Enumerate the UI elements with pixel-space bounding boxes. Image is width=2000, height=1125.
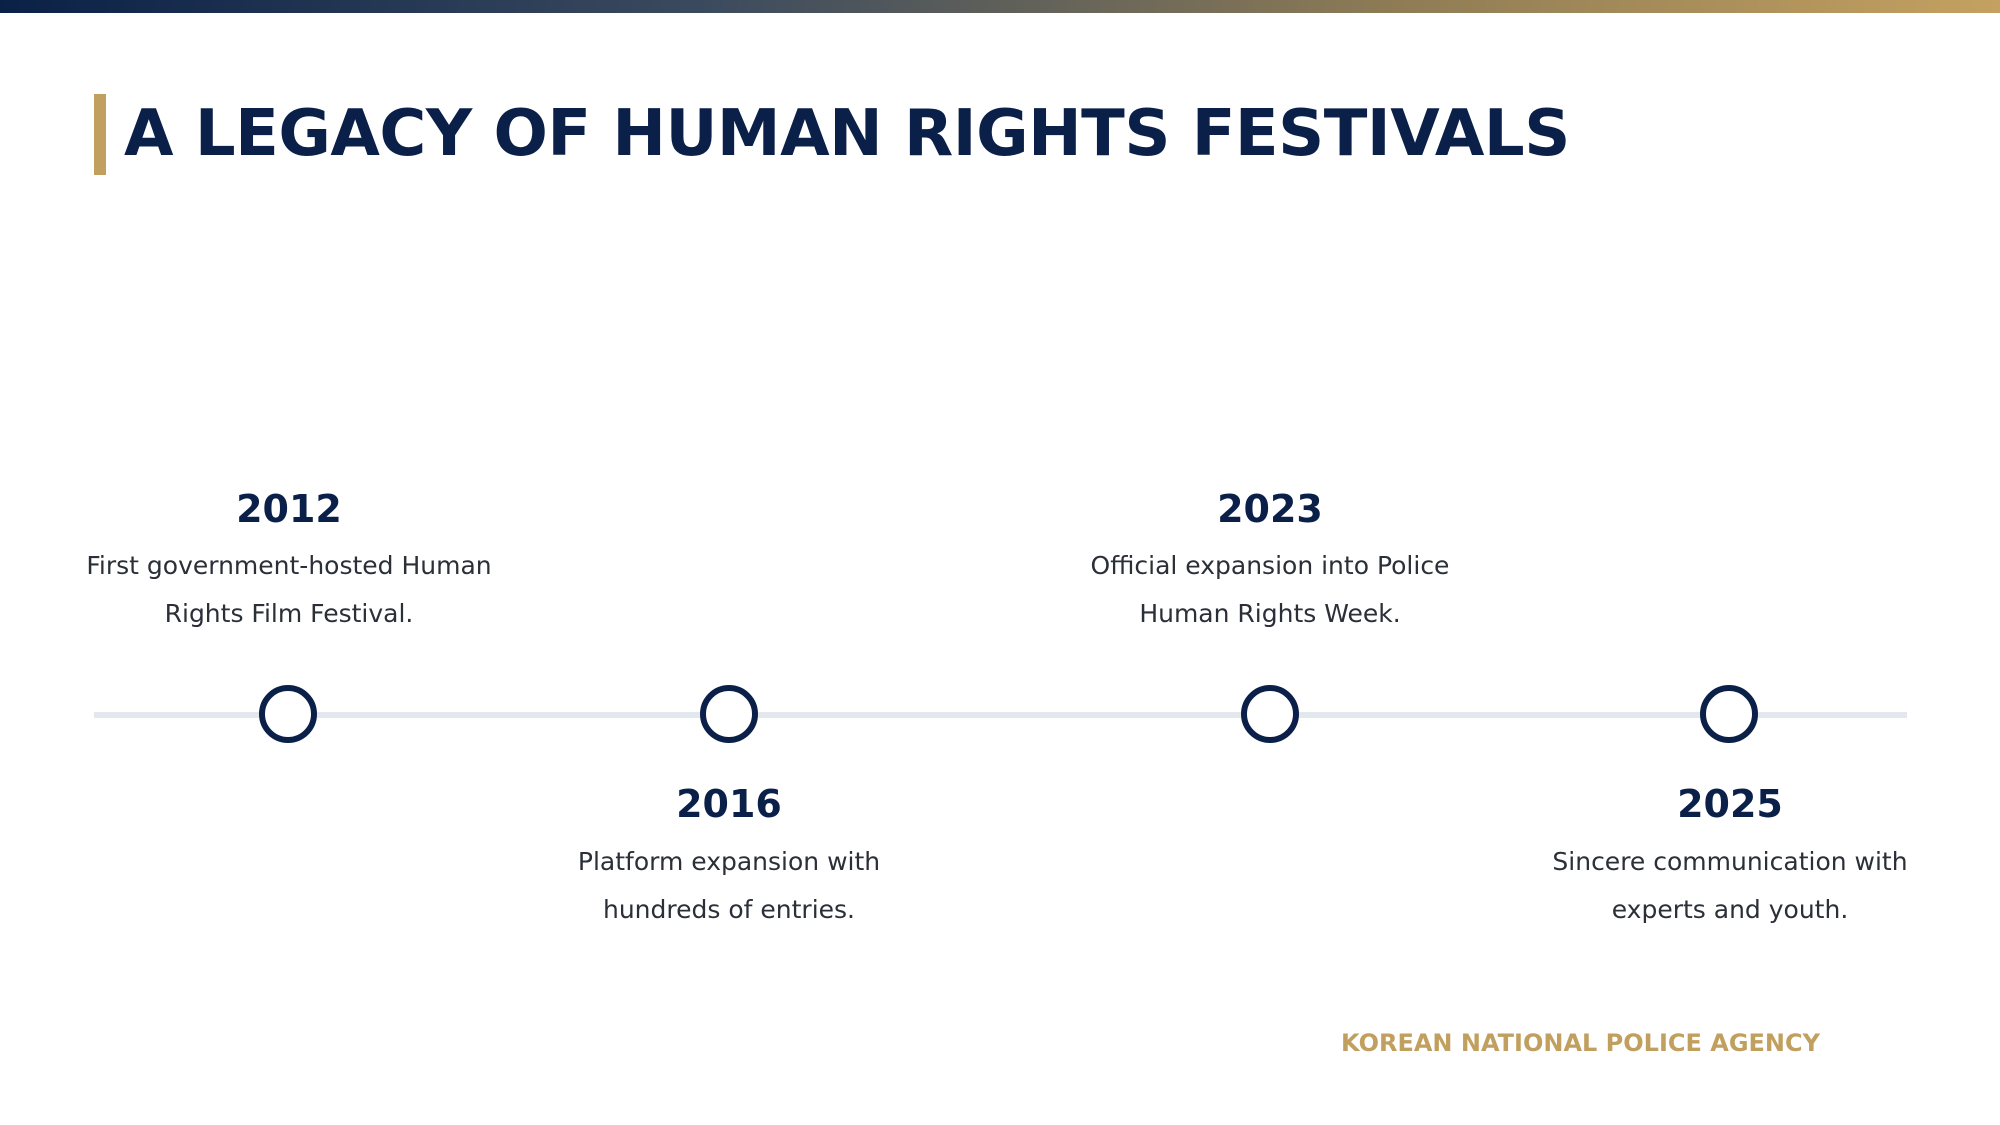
milestone-description-line: First government-hosted Human xyxy=(86,551,492,580)
milestone-description-2016: Platform expansion with hundreds of entr… xyxy=(509,838,949,934)
footer-organization: KOREAN NATIONAL POLICE AGENCY xyxy=(1341,1029,1820,1057)
milestone-year-2012: 2012 xyxy=(236,487,342,531)
milestone-description-2012: First government-hosted Human Rights Fil… xyxy=(69,542,509,638)
milestone-year-2023: 2023 xyxy=(1217,487,1323,531)
milestone-description-line: Platform expansion with xyxy=(577,847,881,876)
milestone-year-2016: 2016 xyxy=(676,782,782,826)
top-gradient-bar xyxy=(0,0,2000,13)
milestone-description-line: Official expansion into Police xyxy=(1090,551,1450,580)
timeline-marker-2012 xyxy=(259,685,317,743)
timeline-marker-2016 xyxy=(700,685,758,743)
timeline-marker-2025 xyxy=(1700,685,1758,743)
milestone-description-line: Rights Film Festival. xyxy=(164,599,414,628)
milestone-description-line: Sincere communication with xyxy=(1552,847,1908,876)
slide-title: A LEGACY OF HUMAN RIGHTS FESTIVALS xyxy=(124,97,1570,171)
timeline-line xyxy=(94,712,1907,718)
milestone-description-line: Human Rights Week. xyxy=(1139,599,1401,628)
milestone-description-2023: Official expansion into Police Human Rig… xyxy=(1050,542,1490,638)
milestone-year-2025: 2025 xyxy=(1677,782,1783,826)
milestone-description-2025: Sincere communication with experts and y… xyxy=(1510,838,1950,934)
timeline-marker-2023 xyxy=(1241,685,1299,743)
milestone-description-line: experts and youth. xyxy=(1611,895,1849,924)
title-accent-bar xyxy=(94,94,106,175)
milestone-description-line: hundreds of entries. xyxy=(602,895,855,924)
